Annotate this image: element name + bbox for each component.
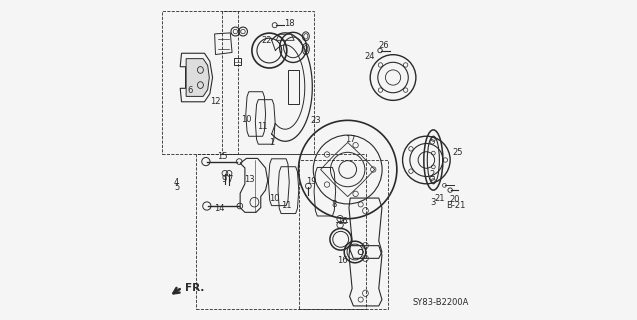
Text: 23: 23 — [310, 116, 320, 125]
Text: 4: 4 — [174, 178, 180, 187]
Text: 19: 19 — [306, 177, 317, 186]
Text: 24: 24 — [364, 52, 375, 61]
Text: 16: 16 — [337, 256, 348, 265]
Text: 2: 2 — [429, 170, 434, 179]
Text: 10: 10 — [241, 115, 252, 124]
Text: 1: 1 — [269, 138, 274, 147]
Text: B-21: B-21 — [446, 201, 465, 210]
Text: 11: 11 — [281, 202, 291, 211]
Text: 25: 25 — [453, 148, 463, 156]
Text: SY83-B2200A: SY83-B2200A — [413, 298, 469, 307]
Text: 18: 18 — [284, 19, 295, 28]
Text: FR.: FR. — [185, 283, 204, 292]
Text: 17: 17 — [345, 135, 355, 144]
Text: 6: 6 — [187, 86, 192, 95]
Text: 14: 14 — [213, 204, 224, 213]
Text: 21: 21 — [434, 194, 445, 203]
Text: 9: 9 — [221, 174, 227, 184]
Text: 20: 20 — [450, 195, 460, 204]
Text: 8: 8 — [331, 200, 336, 209]
Text: 12: 12 — [210, 97, 220, 106]
Text: 5: 5 — [174, 183, 180, 192]
Text: 3: 3 — [431, 198, 436, 207]
Text: 11: 11 — [257, 122, 268, 131]
Text: 7: 7 — [227, 174, 233, 184]
Text: 22: 22 — [261, 36, 272, 44]
Text: 26: 26 — [378, 41, 389, 50]
Text: 13: 13 — [244, 174, 255, 184]
Text: 15: 15 — [217, 152, 227, 161]
Polygon shape — [186, 59, 210, 96]
Text: 16: 16 — [337, 217, 348, 226]
Text: 10: 10 — [269, 194, 280, 203]
